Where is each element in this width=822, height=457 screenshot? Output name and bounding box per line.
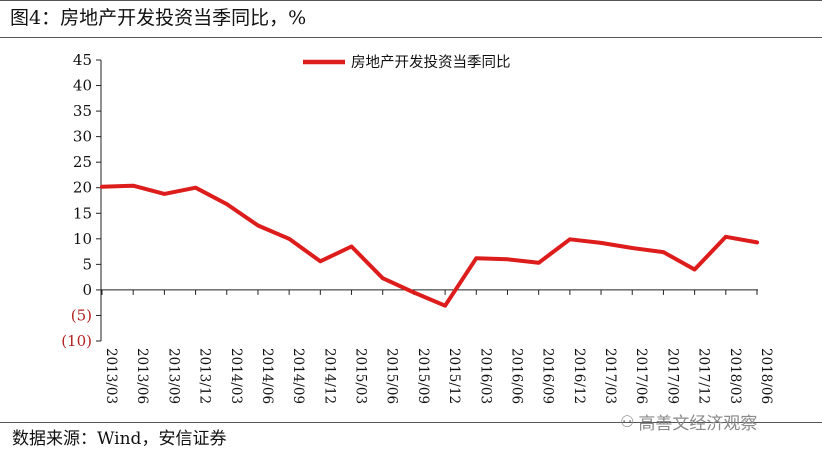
- data-point: [474, 256, 479, 261]
- x-tick-label: 2013/12: [197, 348, 213, 404]
- x-tick-label: 2015/06: [384, 348, 400, 404]
- data-point: [287, 237, 291, 241]
- data-point: [224, 202, 229, 206]
- legend-label: 房地产开发投资当季同比: [351, 54, 511, 71]
- title-bar: [0, 0, 822, 38]
- line-chart: 45 40 35 30 25 20 15 10 5 0 (5) (10) 2013/03 2013/06…: [61, 51, 774, 404]
- watermark-text: 高善文经济观察: [638, 414, 758, 434]
- wechat-icon: ⚇: [620, 412, 635, 431]
- x-tick-label: 2016/12: [571, 348, 587, 404]
- data-point: [505, 257, 510, 262]
- data-point: [193, 185, 198, 190]
- x-tick-label: 2017/03: [602, 348, 618, 404]
- data-point: [131, 183, 135, 188]
- chart-legend: 房地产开发投资当季同比: [303, 54, 511, 71]
- y-tick-label: 10: [73, 230, 92, 248]
- data-point: [100, 184, 104, 189]
- data-point: [692, 267, 697, 272]
- x-tick-label: 2017/06: [633, 348, 649, 404]
- y-tick-label: 45: [73, 51, 92, 69]
- x-tick-label: 2018/03: [727, 348, 743, 404]
- data-point: [661, 250, 666, 254]
- y-tick-label: 15: [73, 204, 92, 222]
- data-point: [318, 259, 323, 264]
- source-note: 数据来源：Wind，安信证券: [12, 429, 227, 449]
- data-point: [724, 234, 728, 239]
- data-point: [380, 276, 385, 280]
- y-tick-label: 0: [82, 281, 92, 299]
- x-axis-ticks: 2013/03 2013/06 2013/09 2013/12 2014/03 2014/…: [101, 289, 774, 404]
- series-line: [100, 183, 759, 308]
- x-tick-label: 2016/03: [477, 348, 493, 404]
- x-tick-label: 2018/06: [758, 348, 774, 404]
- x-tick-label: 2013/03: [103, 348, 119, 404]
- chart-axes: [100, 60, 758, 341]
- data-point: [568, 237, 572, 242]
- y-tick-label: (5): [71, 306, 92, 324]
- data-point: [755, 240, 759, 245]
- data-point: [162, 192, 167, 196]
- y-tick-label: 40: [73, 77, 92, 95]
- source-bar: [0, 422, 822, 457]
- series-group: [100, 183, 759, 308]
- x-tick-label: 2015/12: [446, 348, 462, 404]
- data-point: [599, 241, 603, 245]
- x-tick-label: 2013/06: [134, 348, 150, 404]
- x-tick-label: 2015/09: [415, 348, 431, 404]
- data-point: [412, 290, 416, 295]
- data-point: [630, 246, 635, 250]
- x-tick-label: 2017/09: [664, 348, 680, 404]
- x-tick-label: 2016/06: [508, 348, 524, 404]
- data-point: [256, 223, 260, 228]
- x-tick-label: 2014/06: [259, 348, 275, 404]
- x-tick-label: 2016/09: [540, 348, 556, 404]
- data-point: [443, 303, 447, 308]
- y-tick-label: (10): [61, 332, 92, 350]
- data-point: [536, 261, 541, 265]
- chart-title: 图4：房地产开发投资当季同比，%: [10, 7, 307, 29]
- y-tick-label: 20: [73, 179, 92, 197]
- x-tick-label: 2013/09: [165, 348, 181, 404]
- y-tick-label: 5: [82, 255, 92, 273]
- watermark: ⚇ 高善文经济观察: [620, 409, 757, 434]
- x-tick-label: 2014/12: [321, 348, 337, 404]
- x-tick-label: 2017/12: [696, 348, 712, 404]
- data-point: [349, 244, 354, 249]
- y-axis-ticks: 45 40 35 30 25 20 15 10 5 0 (5) (10): [61, 51, 101, 350]
- y-tick-label: 35: [73, 102, 92, 120]
- y-tick-label: 30: [73, 128, 92, 146]
- x-tick-label: 2014/03: [228, 348, 244, 404]
- x-tick-label: 2014/09: [290, 348, 306, 404]
- y-tick-label: 25: [73, 153, 92, 171]
- x-tick-label: 2015/03: [353, 348, 369, 404]
